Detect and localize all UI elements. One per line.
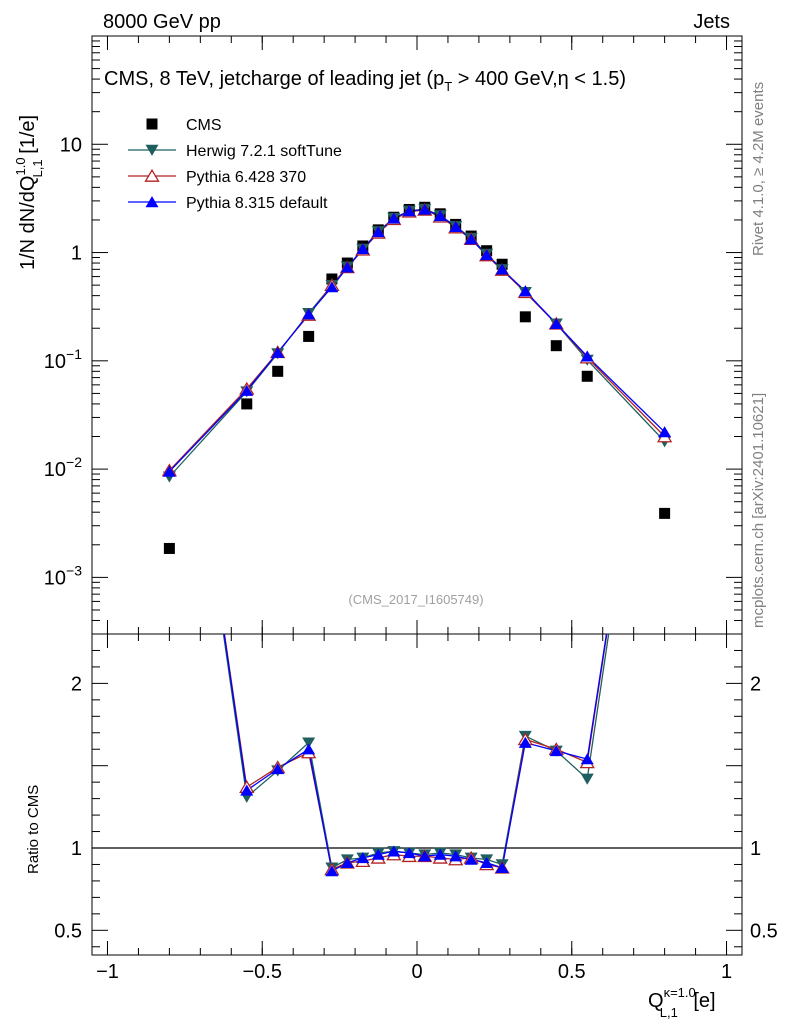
data-point-0: [163, 542, 175, 554]
ratio-tick-label: 2: [71, 673, 82, 695]
x-tick-label: −1: [96, 961, 119, 983]
data-point-3: [271, 346, 285, 358]
ratio-point-3: [240, 784, 254, 796]
ratio-point-3: [518, 736, 532, 748]
ratio-tick-label-right: 2: [750, 673, 761, 695]
data-point-3: [449, 220, 463, 232]
ratio-point-2: [163, 250, 176, 261]
header-right: Jets: [693, 11, 730, 33]
data-point-3: [418, 203, 432, 215]
ratio-point-1: [658, 250, 671, 261]
ratio-point-3: [449, 850, 463, 862]
ratio-tick-label: 1: [71, 838, 82, 860]
y-tick-label: 1: [71, 243, 82, 265]
y-tick-label: 10−3: [44, 562, 82, 589]
x-axis-label: Qκ=1.0 L,1 [e]: [648, 985, 716, 1020]
legend-marker: [145, 196, 159, 208]
ratio-point-3: [549, 745, 563, 757]
legend-marker: [145, 144, 159, 156]
ratio-point-1: [163, 250, 176, 261]
data-point-0: [581, 370, 593, 382]
x-tick-label: 1: [721, 961, 732, 983]
data-point-3: [240, 384, 254, 396]
y-axis-label: 1/N dN/dQ1.0 L,1 [1/e]: [13, 115, 45, 270]
series-line-1: [168, 208, 666, 478]
data-point-3: [580, 350, 594, 362]
ratio-point-3: [371, 848, 385, 860]
ratio-point-3: [302, 743, 316, 755]
ratio-tick-label-right: 1: [750, 838, 761, 860]
ratio-point-3: [387, 845, 401, 857]
ratio-plot-area: [163, 250, 671, 877]
ratio-point-3: [402, 847, 416, 859]
legend-label: Pythia 8.315 default: [186, 195, 328, 212]
legend-marker: [146, 118, 158, 130]
legend-marker: [144, 168, 160, 182]
ratio-point-3: [271, 763, 285, 775]
data-point-3: [387, 212, 401, 224]
series-line-3: [168, 208, 666, 472]
data-point-0: [519, 311, 531, 323]
data-point-3: [325, 281, 339, 293]
ratio-tick-label: 0.5: [54, 920, 82, 942]
ratio-point-3: [340, 856, 354, 869]
ratio-point-3: [480, 856, 494, 869]
data-point-3: [480, 249, 494, 261]
y-tick-label: 10−2: [44, 454, 82, 481]
data-point-3: [302, 308, 316, 320]
data-point-3: [340, 261, 354, 273]
legend-label: CMS: [186, 117, 222, 134]
data-point-0: [659, 507, 671, 519]
data-point-3: [518, 285, 532, 297]
data-point-3: [356, 243, 370, 255]
x-tick-label: 0.5: [558, 961, 586, 983]
chart-title: CMS, 8 TeV, jetcharge of leading jet (pT…: [104, 68, 626, 94]
x-tick-label: 0: [411, 961, 422, 983]
series-line-2: [168, 209, 666, 471]
data-point-3: [495, 263, 509, 275]
y-tick-label: 10: [60, 134, 82, 156]
ratio-point-3: [658, 250, 671, 261]
ratio-axis-label: Ratio to CMS: [25, 785, 42, 874]
ratio-point-3: [580, 753, 594, 765]
data-point-0: [550, 340, 562, 352]
data-point-0: [272, 365, 284, 377]
ratio-point-3: [163, 250, 176, 261]
data-point-3: [658, 426, 672, 438]
data-point-3: [549, 317, 563, 329]
ratio-point-1: [302, 737, 316, 749]
x-tick-label: −0.5: [242, 961, 281, 983]
data-point-3: [464, 233, 478, 245]
ratio-tick-label-right: 0.5: [750, 920, 778, 942]
ratio-point-3: [325, 865, 339, 877]
ratio-point-3: [495, 861, 509, 873]
mcplots-label: mcplots.cern.ch [arXiv:2401.10621]: [750, 393, 767, 628]
data-point-3: [371, 226, 385, 238]
ratio-point-3: [433, 848, 447, 860]
ratio-point-3: [418, 850, 432, 862]
ratio-point-1: [580, 773, 594, 785]
legend-label: Herwig 7.2.1 softTune: [186, 143, 342, 160]
ratio-panel-frame: [91, 633, 743, 956]
legend-label: Pythia 6.428 370: [186, 169, 306, 186]
y-tick-label: 10−1: [44, 346, 82, 373]
data-point-0: [303, 330, 315, 342]
data-point-3: [433, 210, 447, 222]
header-left: 8000 GeV pp: [103, 11, 221, 33]
main-plot-area: [161, 201, 673, 554]
ratio-point-3: [464, 853, 478, 865]
data-point-0: [241, 398, 253, 410]
data-point-3: [402, 205, 416, 217]
analysis-watermark: (CMS_2017_I1605749): [348, 592, 483, 607]
ratio-line-3: [223, 634, 608, 873]
data-point-3: [162, 465, 176, 477]
ratio-point-2: [658, 250, 671, 261]
ratio-point-3: [356, 852, 370, 864]
rivet-label: Rivet 4.1.0, ≥ 4.2M events: [750, 82, 767, 256]
